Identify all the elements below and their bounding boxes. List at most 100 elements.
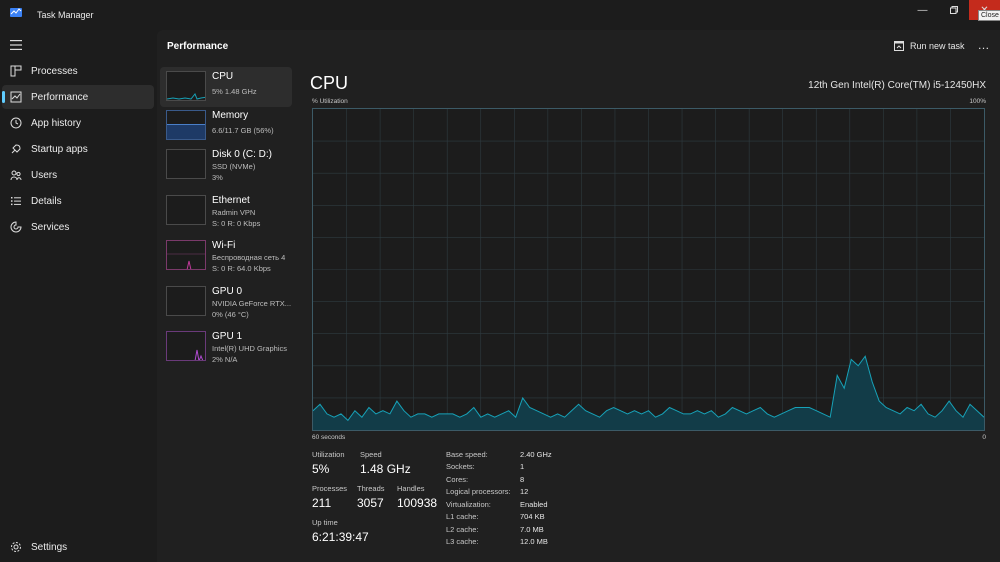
utilization-label: Utilization [312, 450, 345, 459]
sidebar-item-processes[interactable]: Processes [2, 59, 154, 83]
device-sub: 0% (46 °C) [212, 310, 249, 319]
gear-icon [11, 542, 21, 552]
more-options-button[interactable]: … [975, 36, 993, 54]
minimize-button[interactable]: — [907, 0, 938, 20]
device-name: GPU 0 [212, 286, 243, 297]
device-item-gpu1[interactable]: GPU 1 Intel(R) UHD Graphics 2% N/A [160, 327, 292, 367]
uptime-label: Up time [312, 518, 338, 527]
device-sub: 2% N/A [212, 355, 238, 364]
x-axis-left-label: 60 seconds [312, 434, 346, 441]
spec-key: L3 cache: [446, 537, 479, 546]
users-icon [10, 170, 22, 181]
device-sub: 3% [212, 173, 223, 182]
spec-key: Virtualization: [446, 500, 491, 509]
hamburger-menu-icon[interactable] [10, 40, 22, 50]
cpu-chart-svg [312, 109, 985, 430]
services-icon [10, 221, 22, 233]
device-item-wifi[interactable]: Wi-Fi Беспроводная сеть 4 S: 0 R: 64.0 K… [160, 236, 292, 276]
more-icon: … [977, 38, 991, 52]
device-item-memory[interactable]: Memory 6.6/11.7 GB (56%) [160, 106, 292, 146]
spec-value: 8 [520, 475, 525, 484]
performance-icon [10, 91, 22, 103]
sidebar-item-performance[interactable]: Performance [2, 85, 154, 109]
device-item-gpu0[interactable]: GPU 0 NVIDIA GeForce RTX... 0% (46 °C) [160, 282, 292, 322]
spec-key: Cores: [446, 475, 469, 484]
sidebar-item-services[interactable]: Services [2, 215, 154, 239]
device-item-ethernet[interactable]: Ethernet Radmin VPN S: 0 R: 0 Kbps [160, 191, 292, 231]
sidebar-item-settings[interactable]: Settings [2, 535, 154, 559]
spec-key: Logical processors: [446, 487, 511, 496]
run-new-task-button[interactable]: Run new task [894, 38, 965, 54]
spec-value: 12 [520, 487, 529, 496]
run-task-icon [894, 41, 904, 51]
detail-title: CPU [310, 73, 349, 93]
spec-value: 12.0 MB [520, 537, 548, 546]
device-name: Memory [212, 110, 249, 121]
sidebar-item-label: Startup apps [31, 143, 88, 155]
x-axis-right-label: 0 [982, 434, 986, 441]
title-bar: Task Manager — ✕ Close [0, 0, 1000, 30]
sidebar: Processes Performance App history Startu… [0, 30, 157, 562]
device-name: CPU [212, 71, 234, 82]
spec-value: 1 [520, 462, 525, 471]
sidebar-item-app-history[interactable]: App history [2, 111, 154, 135]
ethernet-thumbnail [166, 195, 206, 225]
device-item-cpu[interactable]: CPU 5% 1.48 GHz [160, 67, 292, 107]
device-sub: S: 0 R: 64.0 Kbps [212, 264, 271, 273]
device-name: Ethernet [212, 195, 250, 206]
page-title: Performance [167, 41, 229, 52]
wifi-thumbnail [166, 240, 206, 270]
main-panel: Performance Run new task … CPU 5% 1.48 G… [157, 30, 1000, 562]
spec-value: 704 KB [520, 512, 545, 521]
window-title: Task Manager [37, 10, 94, 20]
memory-thumbnail [166, 110, 206, 140]
device-name: GPU 1 [212, 331, 243, 342]
y-axis-max: 100% [969, 98, 986, 105]
sidebar-item-startup-apps[interactable]: Startup apps [2, 137, 154, 161]
device-item-disk[interactable]: Disk 0 (C: D:) SSD (NVMe) 3% [160, 145, 292, 185]
close-tooltip: Close [978, 10, 1000, 21]
maximize-button[interactable] [938, 0, 969, 20]
processes-icon [10, 65, 22, 77]
sidebar-item-label: Details [31, 195, 62, 207]
sidebar-item-users[interactable]: Users [2, 163, 154, 187]
sidebar-item-label: Users [31, 169, 58, 181]
minimize-icon: — [917, 4, 928, 16]
restore-icon [949, 6, 958, 14]
device-sub: 5% 1.48 GHz [212, 87, 257, 96]
spec-value: 7.0 MB [520, 525, 544, 534]
threads-value: 3057 [357, 496, 384, 510]
run-task-label: Run new task [910, 41, 965, 51]
device-sub: S: 0 R: 0 Kbps [212, 219, 261, 228]
sidebar-item-label: Services [31, 221, 70, 233]
device-sub: 6.6/11.7 GB (56%) [212, 126, 274, 135]
device-sub: NVIDIA GeForce RTX... [212, 299, 292, 308]
sidebar-item-label: Performance [31, 91, 89, 103]
y-axis-label: % Utilization [312, 98, 348, 105]
spec-key: L2 cache: [446, 525, 479, 534]
cpu-utilization-line [312, 355, 985, 422]
sidebar-item-label: Processes [31, 65, 78, 77]
disk-thumbnail [166, 149, 206, 179]
device-sub: SSD (NVMe) [212, 162, 256, 171]
spec-value: Enabled [520, 500, 548, 509]
gpu0-thumbnail [166, 286, 206, 316]
cpu-thumbnail [166, 71, 206, 101]
settings-label: Settings [31, 541, 68, 553]
startup-icon [11, 144, 21, 154]
device-name: Disk 0 (C: D:) [212, 149, 272, 160]
cpu-utilization-graph [312, 108, 985, 431]
sidebar-item-details[interactable]: Details [2, 189, 154, 213]
processes-label: Processes [312, 484, 348, 493]
threads-label: Threads [357, 484, 385, 493]
task-manager-app-icon [10, 8, 22, 17]
device-name: Wi-Fi [212, 240, 236, 251]
device-sub: Radmin VPN [212, 208, 256, 217]
sidebar-item-label: App history [31, 117, 82, 129]
processes-value: 211 [312, 496, 332, 510]
cpu-model: 12th Gen Intel(R) Core(TM) i5-12450HX [808, 80, 986, 91]
device-sub: Intel(R) UHD Graphics [212, 344, 288, 353]
spec-key: Sockets: [446, 462, 475, 471]
handles-value: 100938 [397, 496, 438, 510]
spec-value: 2.40 GHz [520, 450, 552, 459]
